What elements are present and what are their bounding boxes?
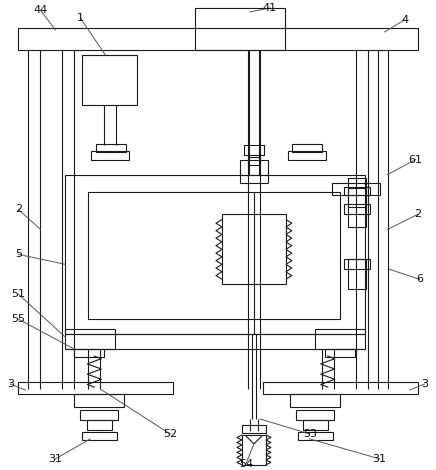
Bar [242, 435, 266, 465]
Text: 2: 2 [15, 204, 22, 214]
Bar [296, 410, 334, 420]
Bar [195, 8, 285, 50]
Bar [344, 259, 370, 269]
Text: 52: 52 [163, 429, 177, 439]
Bar [315, 329, 364, 349]
Text: 4: 4 [401, 15, 408, 25]
Text: 3: 3 [421, 379, 428, 389]
Text: 3: 3 [7, 379, 14, 389]
Bar [344, 204, 370, 214]
Bar [347, 259, 366, 290]
Bar [240, 160, 268, 174]
Bar [18, 382, 173, 394]
Bar [248, 157, 260, 164]
Bar [292, 144, 322, 152]
Bar [80, 410, 118, 420]
Bar [87, 420, 112, 430]
Bar [82, 432, 117, 440]
Text: 61: 61 [409, 155, 422, 164]
Bar [242, 425, 266, 433]
Bar [288, 150, 326, 160]
Bar [75, 349, 104, 357]
Text: 5: 5 [15, 250, 22, 259]
Bar [325, 349, 354, 357]
Text: 31: 31 [373, 454, 387, 464]
Text: 55: 55 [11, 314, 25, 324]
Text: 53: 53 [303, 429, 317, 439]
Text: 31: 31 [48, 454, 62, 464]
Bar [244, 145, 264, 155]
Bar [290, 394, 340, 407]
Bar [65, 174, 364, 334]
Bar [332, 182, 380, 195]
Text: 41: 41 [263, 3, 277, 13]
Text: 6: 6 [416, 274, 423, 284]
Bar [91, 150, 129, 160]
Bar [298, 432, 333, 440]
Bar [222, 214, 286, 284]
Bar [75, 394, 124, 407]
Bar [65, 329, 115, 349]
Bar [18, 28, 418, 50]
Bar [344, 187, 370, 195]
Text: 44: 44 [33, 5, 48, 15]
Text: 1: 1 [77, 13, 84, 23]
Bar [89, 192, 340, 319]
Text: 2: 2 [414, 210, 421, 219]
Bar [303, 420, 328, 430]
Text: 51: 51 [11, 289, 25, 299]
Bar [96, 144, 126, 152]
Bar [347, 188, 366, 207]
Bar [263, 382, 418, 394]
Text: 54: 54 [239, 459, 253, 469]
Bar [347, 178, 366, 227]
Bar [82, 55, 137, 105]
